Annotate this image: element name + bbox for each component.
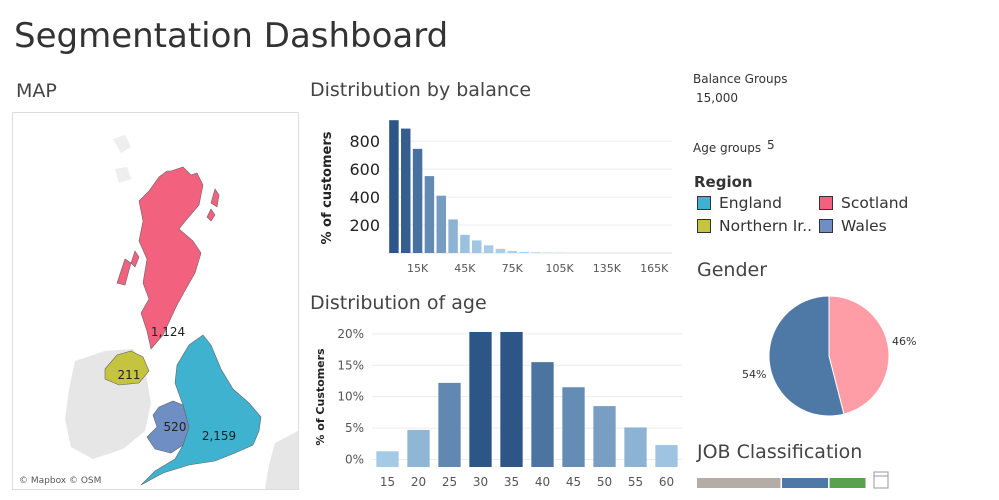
age-bar[interactable] (500, 332, 523, 467)
balance-bar[interactable] (460, 234, 470, 253)
age-chart: % of Customers 0% 5% 10% 15% 20% 15 20 25 30 35 4… (314, 327, 682, 489)
balance-chart-title: Distribution by balance (310, 79, 532, 101)
balance-y-tick-label: 800 (349, 132, 380, 151)
legend-swatch-scotland (819, 196, 833, 210)
legend-swatch-england (697, 196, 711, 210)
age-bar[interactable] (531, 362, 554, 467)
age-bar[interactable] (655, 445, 678, 467)
age-bar[interactable] (562, 387, 585, 467)
age-x-tick-label: 25 (442, 475, 457, 489)
balance-x-tick-label: 45K (454, 262, 476, 275)
balance-groups-label: Balance Groups (693, 72, 788, 86)
map-label-northern-ireland: 211 (118, 368, 141, 382)
job-segment[interactable] (829, 478, 866, 488)
map-background-europe (265, 431, 298, 489)
legend-label-northern-ireland: Northern Ir.. (719, 217, 813, 235)
balance-x-tick-label: 165K (640, 262, 669, 275)
balance-bar[interactable] (483, 245, 494, 253)
job-segment[interactable] (697, 478, 781, 488)
age-x-tick-label: 30 (473, 475, 488, 489)
age-x-tick-label: 60 (659, 475, 674, 489)
pie-slice-male[interactable] (768, 295, 845, 417)
legend-item-wales[interactable]: Wales (819, 217, 887, 235)
balance-bar[interactable] (507, 250, 517, 253)
age-y-tick-label: 10% (337, 390, 364, 404)
age-bar[interactable] (438, 382, 461, 467)
balance-bar[interactable] (401, 128, 411, 253)
age-bar[interactable] (624, 427, 647, 467)
legend-label-scotland: Scotland (841, 194, 909, 212)
region-legend-title: Region (694, 173, 753, 191)
balance-x-tick-label: 15K (407, 262, 429, 275)
age-bar[interactable] (376, 451, 399, 467)
region-map[interactable]: 1,124 211 520 2,159 © Mapbox © OSM (12, 112, 299, 490)
age-bar[interactable] (407, 429, 430, 467)
map-title: MAP (16, 80, 57, 102)
balance-y-tick-label: 200 (349, 216, 380, 235)
age-x-tick-label: 15 (380, 475, 395, 489)
pie-label-female: 46% (892, 335, 916, 348)
age-x-tick-label: 50 (597, 475, 612, 489)
map-label-wales: 520 (164, 420, 187, 434)
job-filter-icon[interactable] (873, 471, 889, 489)
balance-bar[interactable] (531, 252, 541, 253)
balance-bar[interactable] (436, 195, 446, 253)
map-label-scotland: 1,124 (151, 325, 185, 339)
age-y-tick-label: 20% (337, 327, 364, 341)
balance-y-tick-label: 600 (349, 160, 380, 179)
legend-item-northern-ireland[interactable]: Northern Ir.. (697, 217, 812, 235)
gender-pie-chart: 46% 54% (742, 295, 916, 417)
map-label-england: 2,159 (202, 429, 236, 443)
pie-slice-female[interactable] (828, 295, 890, 415)
balance-bar[interactable] (448, 219, 458, 253)
balance-x-tick-label: 135K (593, 262, 622, 275)
age-y-tick-label: 5% (345, 421, 364, 435)
age-y-tick-label: 15% (337, 358, 364, 372)
legend-item-scotland[interactable]: Scotland (819, 194, 908, 212)
age-groups-label: Age groups (693, 141, 762, 155)
page-title: Segmentation Dashboard (14, 16, 449, 56)
balance-bar[interactable] (519, 251, 529, 253)
map-background-island (113, 135, 131, 153)
legend-swatch-northern-ireland (697, 219, 711, 233)
age-groups-value[interactable]: 5 (767, 138, 775, 152)
balance-chart: % of customers 200 400 600 800 15K 45K 75K 105… (320, 120, 672, 275)
balance-bar[interactable] (424, 176, 435, 253)
map-attribution: © Mapbox © OSM (19, 476, 101, 486)
legend-item-england[interactable]: England (697, 194, 782, 212)
balance-y-tick-label: 400 (349, 188, 380, 207)
balance-y-axis-label: % of customers (320, 131, 335, 244)
legend-swatch-wales (819, 219, 833, 233)
map-region-wales[interactable] (146, 400, 190, 454)
balance-bar[interactable] (389, 120, 399, 253)
gender-chart-title: Gender (697, 259, 768, 281)
job-segment[interactable] (782, 478, 829, 488)
job-classification-title: JOB Classification (697, 441, 863, 463)
age-x-tick-label: 35 (504, 475, 519, 489)
map-background-island-2 (115, 167, 131, 183)
age-y-axis-label: % of Customers (314, 348, 327, 446)
balance-x-tick-label: 105K (545, 262, 574, 275)
balance-x-tick-label: 75K (502, 262, 524, 275)
map-region-scotland[interactable] (138, 166, 204, 350)
legend-label-england: England (719, 194, 782, 212)
age-bar[interactable] (469, 332, 492, 467)
job-classification-bar (697, 471, 889, 489)
age-chart-title: Distribution of age (310, 292, 487, 314)
age-x-tick-label: 45 (566, 475, 581, 489)
map-region-scotland-isles[interactable] (116, 188, 220, 286)
age-x-tick-label: 20 (411, 475, 426, 489)
map-region-northern-ireland[interactable] (104, 350, 150, 386)
age-x-tick-label: 55 (628, 475, 643, 489)
balance-bar[interactable] (495, 248, 506, 253)
balance-groups-value[interactable]: 15,000 (696, 91, 738, 105)
pie-label-male: 54% (742, 368, 766, 381)
age-x-tick-label: 40 (535, 475, 550, 489)
balance-bar[interactable] (472, 240, 482, 253)
balance-bar[interactable] (412, 148, 423, 253)
age-y-tick-label: 0% (345, 452, 364, 466)
age-bar[interactable] (593, 406, 616, 467)
legend-label-wales: Wales (841, 217, 887, 235)
